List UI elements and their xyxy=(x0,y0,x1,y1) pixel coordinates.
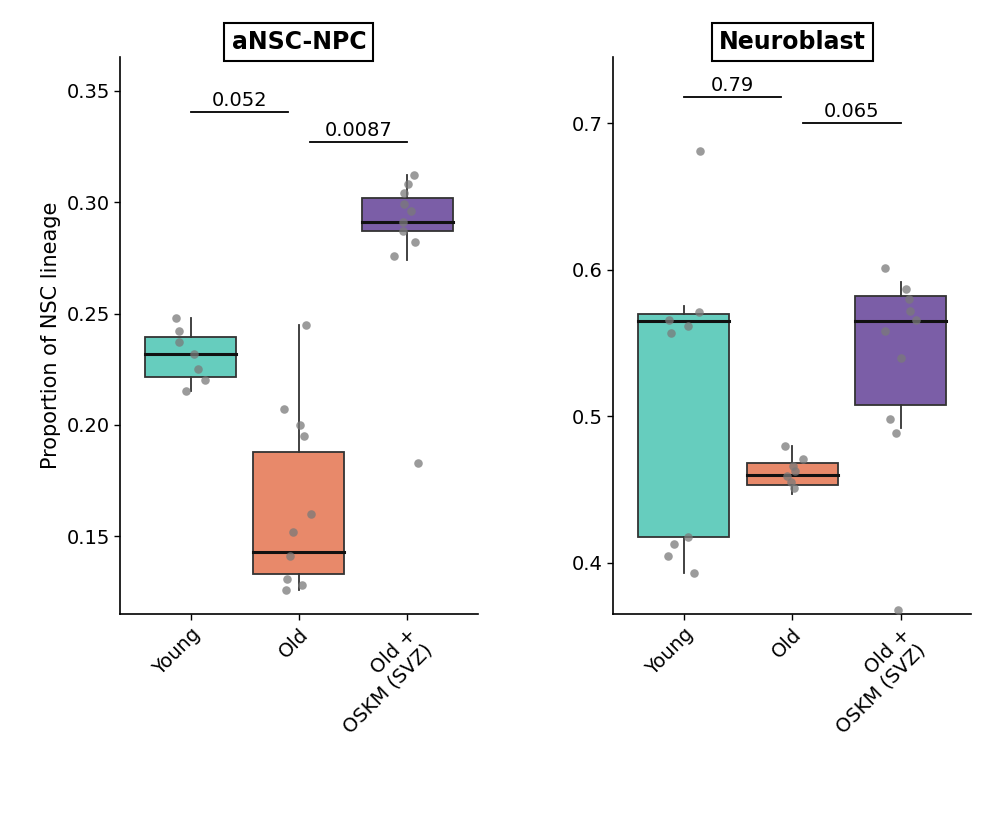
Y-axis label: Proportion of NSC lineage: Proportion of NSC lineage xyxy=(41,202,61,469)
Point xyxy=(795,452,811,465)
Title: Neuroblast: Neuroblast xyxy=(719,30,866,54)
Text: 0.79: 0.79 xyxy=(711,75,755,95)
Point xyxy=(783,476,799,489)
Point xyxy=(292,419,308,432)
Point xyxy=(278,583,294,596)
Point xyxy=(687,567,703,580)
Point xyxy=(667,537,683,550)
Point xyxy=(406,169,422,182)
Point xyxy=(898,283,914,296)
Point xyxy=(186,347,202,360)
Text: 0.065: 0.065 xyxy=(824,102,880,121)
Bar xyxy=(639,314,730,536)
Point xyxy=(893,351,909,364)
Bar xyxy=(361,197,452,231)
Point xyxy=(888,426,904,439)
Point xyxy=(386,249,402,262)
Bar xyxy=(747,464,838,486)
Point xyxy=(394,215,410,229)
Point xyxy=(786,482,802,495)
Point xyxy=(197,373,213,387)
Point xyxy=(902,305,918,318)
Title: aNSC-NPC: aNSC-NPC xyxy=(231,30,366,54)
Point xyxy=(787,464,803,477)
Point xyxy=(394,224,410,238)
Point xyxy=(395,198,411,211)
Text: 0.0087: 0.0087 xyxy=(324,120,392,140)
Point xyxy=(282,550,298,563)
Point xyxy=(691,305,707,319)
Point xyxy=(399,178,415,191)
Point xyxy=(275,403,291,416)
Point xyxy=(901,292,917,305)
Point xyxy=(877,262,893,275)
Point xyxy=(168,311,184,324)
Text: 0.052: 0.052 xyxy=(211,91,267,110)
Point xyxy=(296,429,312,442)
Point xyxy=(786,459,802,473)
Point xyxy=(882,413,898,426)
Point xyxy=(680,530,696,543)
Point xyxy=(692,145,708,158)
Point xyxy=(171,325,187,338)
Point xyxy=(661,549,677,562)
Point xyxy=(663,326,679,339)
Point xyxy=(190,363,206,376)
Point xyxy=(777,439,793,452)
Point xyxy=(298,318,314,331)
Point xyxy=(410,456,426,469)
Point xyxy=(171,336,187,349)
Point xyxy=(890,604,906,617)
Point xyxy=(279,572,295,585)
Point xyxy=(402,205,418,218)
Point xyxy=(780,470,796,483)
Point xyxy=(877,325,893,338)
Point xyxy=(662,313,678,326)
Point xyxy=(178,385,194,398)
Point xyxy=(302,508,318,521)
Bar xyxy=(253,451,344,574)
Point xyxy=(294,579,310,592)
Point xyxy=(396,187,412,200)
Point xyxy=(908,313,924,326)
Point xyxy=(680,319,696,332)
Bar xyxy=(145,337,236,377)
Point xyxy=(407,236,423,249)
Bar xyxy=(855,296,946,405)
Point xyxy=(796,621,812,634)
Point xyxy=(285,525,301,538)
